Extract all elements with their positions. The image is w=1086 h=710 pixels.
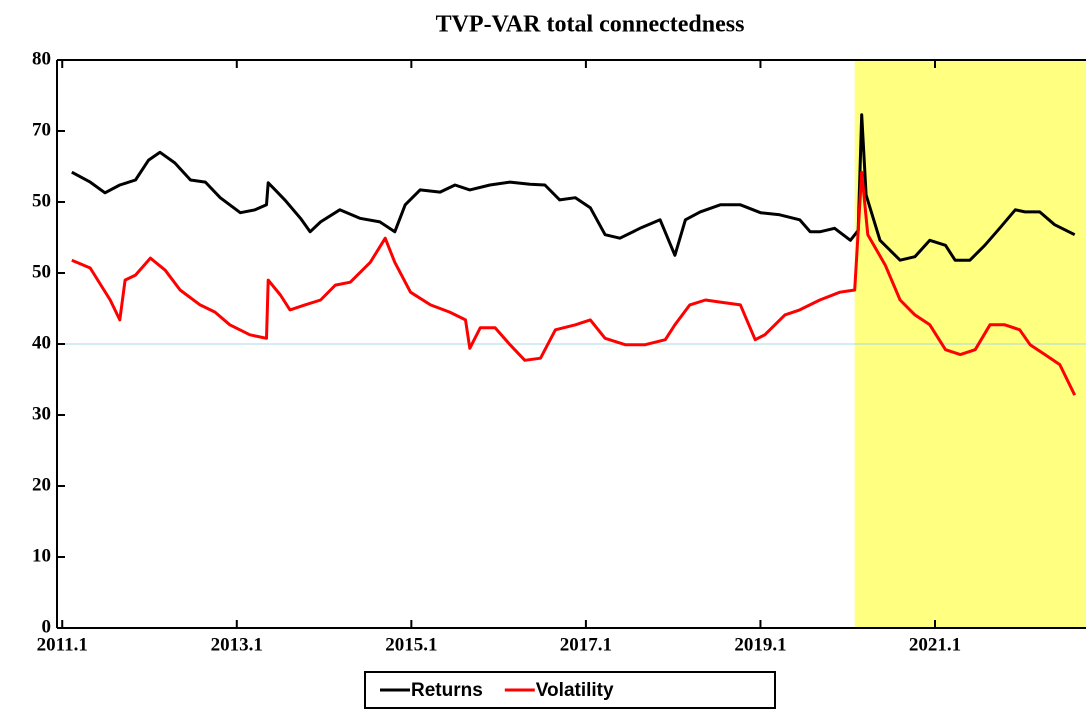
- y-tick-label: 30: [32, 403, 51, 424]
- legend-label: Volatility: [536, 680, 614, 701]
- legend-box: [364, 671, 776, 709]
- x-tick-label: 2021.1: [909, 634, 961, 655]
- y-tick-label: 80: [32, 48, 51, 69]
- y-tick-label: 50: [32, 190, 51, 211]
- x-tick-label: 2015.1: [385, 634, 437, 655]
- legend-label: Returns: [411, 680, 483, 701]
- x-tick-label: 2013.1: [211, 634, 263, 655]
- y-tick-label: 70: [32, 119, 51, 140]
- y-tick-label: 10: [32, 545, 51, 566]
- x-tick-label: 2011.1: [37, 634, 88, 655]
- y-tick-label: 20: [32, 474, 51, 495]
- chart-title: TVP-VAR total connectedness: [436, 12, 745, 38]
- x-tick-label: 2017.1: [560, 634, 612, 655]
- series-line: [71, 113, 1076, 262]
- series-line: [71, 170, 1077, 396]
- y-tick-label: 0: [42, 616, 52, 637]
- x-tick-label: 2019.1: [734, 634, 786, 655]
- y-tick-label: 50: [32, 261, 51, 282]
- y-tick-label: 40: [32, 332, 51, 353]
